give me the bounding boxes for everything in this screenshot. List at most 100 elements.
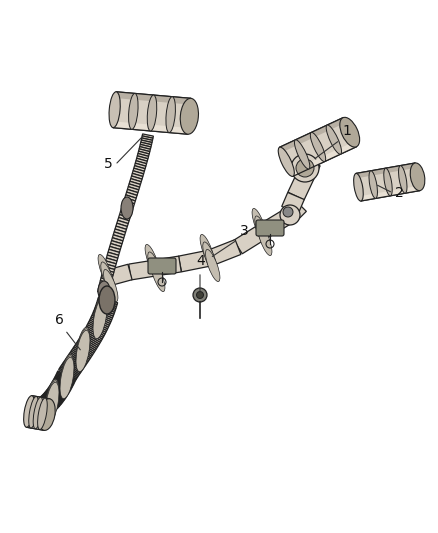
Polygon shape (39, 398, 52, 414)
Polygon shape (132, 171, 144, 176)
Polygon shape (102, 270, 114, 275)
Polygon shape (39, 398, 50, 415)
Polygon shape (80, 335, 99, 347)
Text: 6: 6 (55, 313, 64, 327)
Polygon shape (178, 250, 212, 272)
Polygon shape (138, 149, 150, 154)
Polygon shape (89, 320, 108, 330)
Ellipse shape (24, 395, 35, 427)
Polygon shape (64, 360, 81, 373)
Ellipse shape (145, 245, 159, 277)
Polygon shape (124, 198, 135, 204)
Polygon shape (115, 226, 127, 232)
Ellipse shape (326, 125, 342, 154)
Polygon shape (51, 384, 68, 395)
Polygon shape (57, 371, 76, 381)
Polygon shape (113, 122, 188, 134)
Ellipse shape (294, 140, 310, 169)
Polygon shape (44, 393, 59, 407)
Ellipse shape (369, 171, 378, 198)
Polygon shape (136, 158, 147, 164)
Polygon shape (90, 319, 109, 329)
Polygon shape (51, 383, 69, 394)
Polygon shape (85, 328, 103, 339)
Polygon shape (92, 314, 111, 324)
Ellipse shape (278, 147, 294, 176)
Polygon shape (118, 217, 129, 224)
Polygon shape (282, 192, 304, 214)
Ellipse shape (399, 166, 407, 193)
Polygon shape (108, 249, 120, 255)
Polygon shape (120, 209, 132, 215)
Ellipse shape (200, 235, 215, 266)
Polygon shape (133, 168, 145, 174)
Ellipse shape (147, 95, 157, 131)
Polygon shape (137, 154, 148, 159)
Polygon shape (71, 350, 88, 362)
Ellipse shape (98, 281, 110, 301)
Polygon shape (39, 398, 50, 415)
Text: 2: 2 (395, 186, 404, 200)
Polygon shape (50, 384, 67, 396)
Ellipse shape (205, 249, 220, 281)
Polygon shape (98, 286, 110, 292)
Polygon shape (113, 232, 125, 238)
Ellipse shape (353, 173, 363, 201)
Polygon shape (131, 176, 142, 182)
Circle shape (197, 292, 204, 298)
Polygon shape (68, 354, 86, 366)
Polygon shape (102, 272, 113, 278)
Polygon shape (57, 373, 75, 383)
Polygon shape (207, 239, 241, 265)
Polygon shape (93, 311, 113, 320)
Polygon shape (54, 378, 72, 389)
Ellipse shape (151, 260, 165, 292)
Ellipse shape (93, 297, 107, 338)
Polygon shape (154, 256, 181, 276)
Polygon shape (63, 362, 80, 374)
Ellipse shape (384, 168, 392, 196)
Polygon shape (97, 299, 117, 306)
Polygon shape (57, 372, 75, 382)
Polygon shape (37, 399, 47, 417)
Polygon shape (77, 341, 95, 353)
Polygon shape (39, 398, 51, 414)
Polygon shape (99, 281, 111, 286)
Polygon shape (67, 355, 85, 368)
Polygon shape (138, 151, 149, 156)
Polygon shape (56, 374, 74, 384)
Ellipse shape (99, 286, 115, 314)
Polygon shape (26, 395, 49, 430)
Polygon shape (127, 189, 138, 196)
Polygon shape (55, 376, 73, 386)
Ellipse shape (148, 252, 162, 284)
Ellipse shape (129, 93, 138, 130)
Polygon shape (47, 390, 63, 402)
Polygon shape (81, 334, 99, 345)
Polygon shape (49, 385, 67, 397)
Ellipse shape (45, 379, 59, 421)
Polygon shape (90, 317, 110, 327)
Polygon shape (72, 348, 90, 361)
Polygon shape (284, 199, 306, 221)
Polygon shape (99, 284, 110, 289)
FancyBboxPatch shape (256, 220, 284, 236)
Polygon shape (128, 184, 140, 190)
Polygon shape (53, 379, 71, 390)
Polygon shape (114, 229, 126, 235)
Circle shape (193, 288, 207, 302)
Polygon shape (88, 321, 107, 333)
Ellipse shape (255, 216, 269, 248)
Ellipse shape (60, 354, 74, 395)
Polygon shape (131, 173, 143, 179)
Polygon shape (95, 307, 114, 316)
Polygon shape (70, 351, 88, 364)
Polygon shape (94, 309, 113, 318)
Ellipse shape (39, 399, 55, 430)
Polygon shape (97, 301, 117, 309)
Polygon shape (44, 392, 60, 406)
Ellipse shape (76, 330, 90, 372)
Ellipse shape (98, 254, 113, 287)
Polygon shape (83, 331, 101, 342)
Polygon shape (87, 323, 106, 334)
